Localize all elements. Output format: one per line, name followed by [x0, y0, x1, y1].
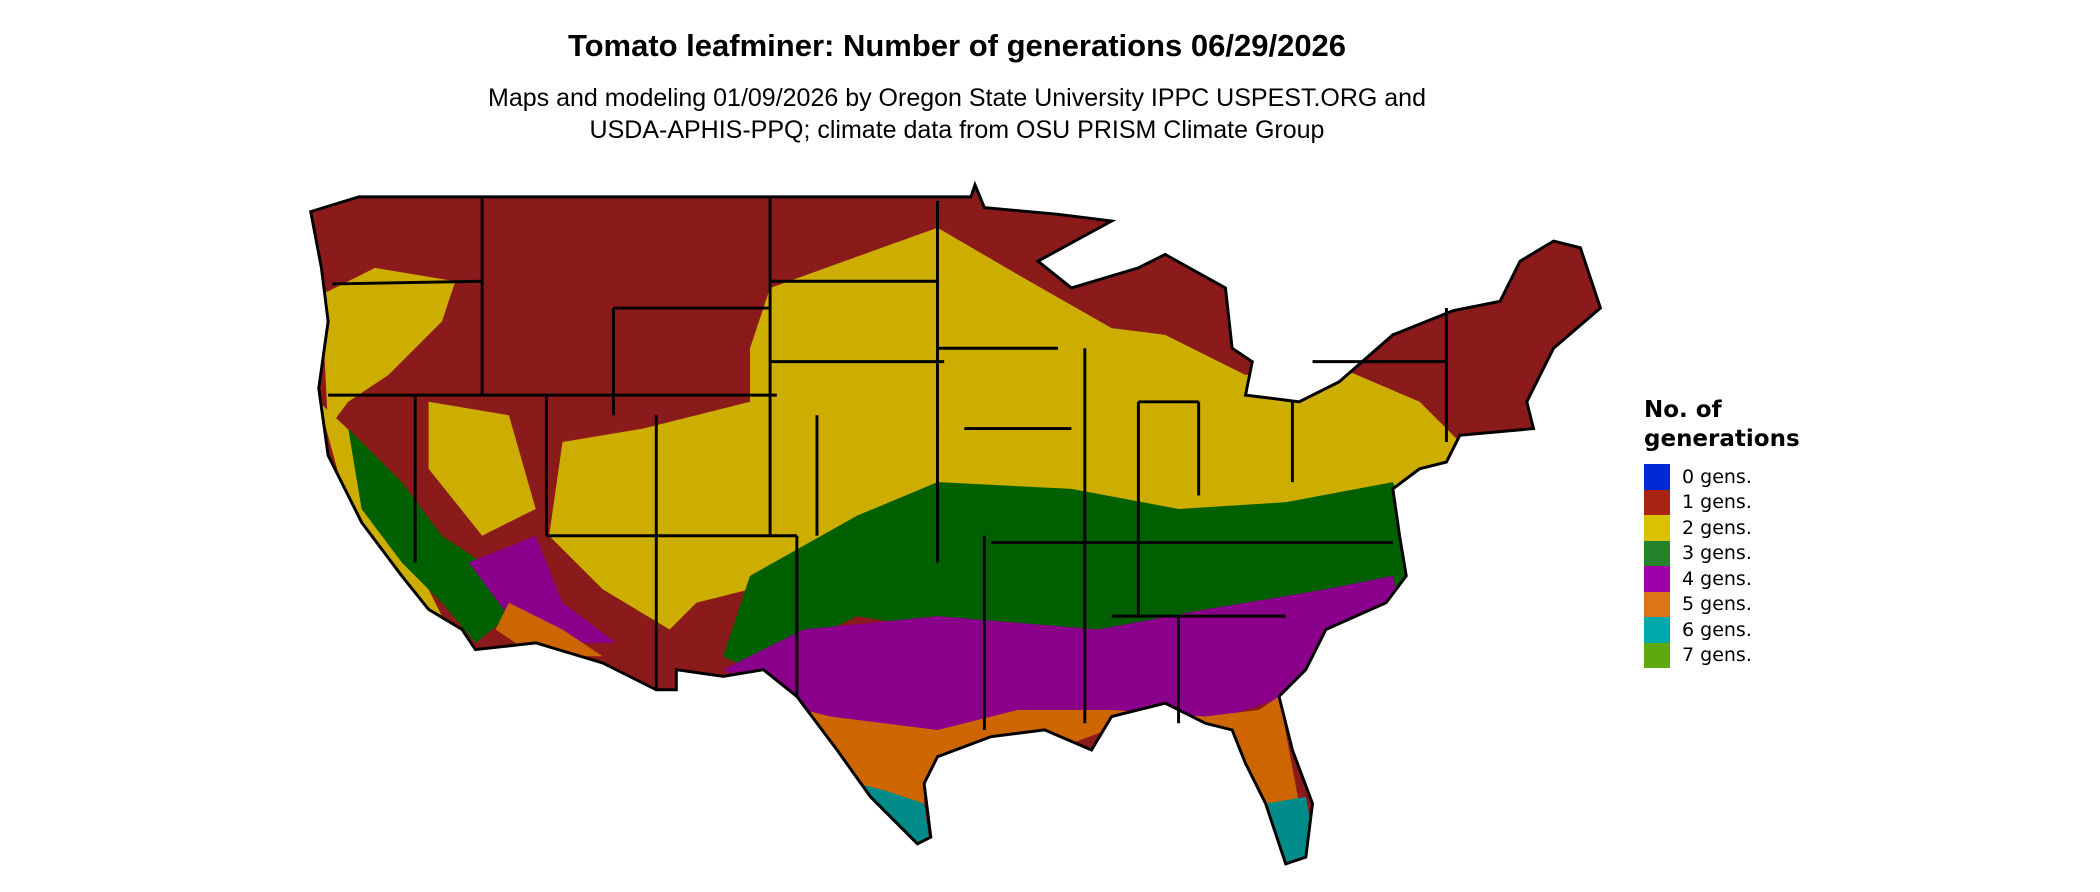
legend-label: 6 gens. [1682, 618, 1752, 641]
legend-swatch [1644, 489, 1670, 515]
legend-swatch [1644, 617, 1670, 643]
zone-4-gens [468, 535, 1407, 737]
legend-label: 5 gens. [1682, 593, 1752, 616]
legend: No. of generations 0 gens. 1 gens. 2 gens.… [1644, 396, 1800, 668]
legend-item: 4 gens. [1644, 566, 1800, 592]
legend-label: 0 gens. [1682, 465, 1752, 488]
zone-3-gens [348, 428, 1420, 670]
legend-swatch [1644, 591, 1670, 617]
legend-label: 7 gens. [1682, 644, 1752, 667]
legend-title-line1: No. of [1644, 397, 1722, 423]
legend-swatch [1644, 642, 1670, 668]
legend-item: 3 gens. [1644, 540, 1800, 566]
map-title: Tomato leafminer: Number of generations … [567, 28, 1347, 63]
legend-swatch [1644, 464, 1670, 490]
legend-item: 2 gens. [1644, 515, 1800, 541]
legend-item: 5 gens. [1644, 591, 1800, 617]
legend-item: 0 gens. [1644, 464, 1800, 490]
legend-label: 3 gens. [1682, 542, 1752, 565]
state-borders [309, 183, 1602, 866]
legend-item: 1 gens. [1644, 489, 1800, 515]
legend-swatch [1644, 566, 1670, 592]
map-subtitle-line1: Maps and modeling 01/09/2026 by Oregon S… [488, 84, 1426, 112]
legend-label: 1 gens. [1682, 491, 1752, 514]
legend-label: 4 gens. [1682, 567, 1752, 590]
legend-swatch [1644, 540, 1670, 566]
legend-label: 2 gens. [1682, 516, 1752, 539]
legend-item: 6 gens. [1644, 617, 1800, 643]
legend-swatch [1644, 515, 1670, 541]
legend-title-line2: generations [1644, 426, 1800, 452]
map-subtitle-line2: USDA-APHIS-PPQ; climate data from OSU PR… [589, 116, 1325, 144]
legend-item: 7 gens. [1644, 642, 1800, 668]
